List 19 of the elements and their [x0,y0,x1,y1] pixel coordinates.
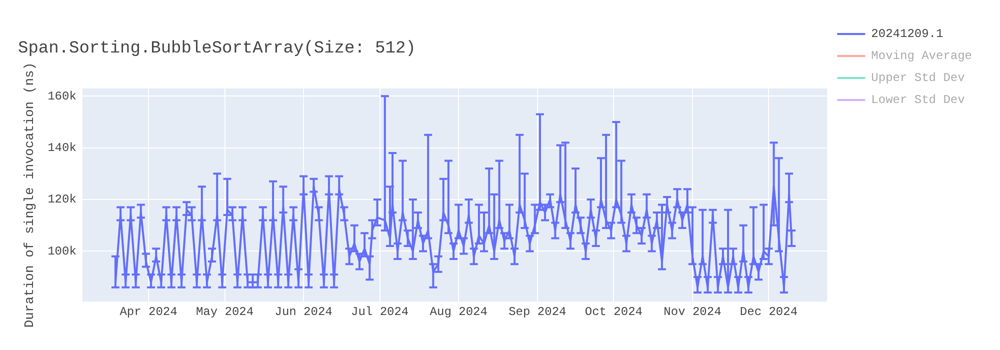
x-tick-label: Nov 2024 [664,304,722,319]
x-tick-label: May 2024 [196,304,254,319]
y-tick-label: 160k [48,89,76,104]
x-tick-label: Jun 2024 [274,304,332,319]
y-tick-label: 120k [48,192,76,207]
x-tick-label: Oct 2024 [584,304,642,319]
x-tick-label: Jul 2024 [351,304,409,319]
y-axis-title: Duration of single invocation (ns) [22,62,38,328]
x-tick-label: Sep 2024 [508,304,566,319]
x-tick-label: Apr 2024 [120,304,178,319]
y-tick-label: 100k [48,244,76,258]
chart-title: Span.Sorting.BubbleSortArray(Size: 512) [18,40,416,59]
x-tick-label: Dec 2024 [740,304,798,319]
legend-label: Lower Std Dev [871,93,965,108]
legend-label: Upper Std Dev [871,71,965,86]
x-tick-label: Aug 2024 [430,304,488,319]
legend-label: 20241209.1 [871,27,944,42]
legend-label: Moving Average [871,49,972,64]
y-tick-label: 140k [48,141,76,156]
